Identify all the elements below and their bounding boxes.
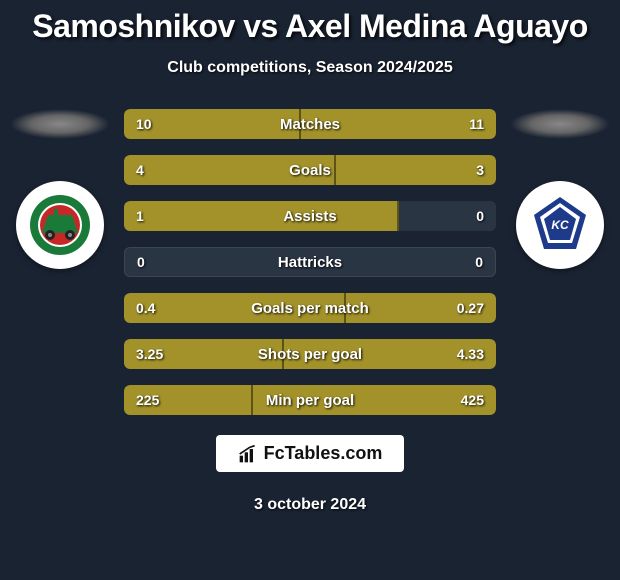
stat-value-right: 0.27 [457, 300, 484, 316]
bar-right-fill [336, 155, 496, 185]
stat-value-right: 3 [476, 162, 484, 178]
stat-row: 225 Min per goal 425 [124, 385, 496, 415]
stat-row: 1 Assists 0 [124, 201, 496, 231]
stat-value-left: 0 [137, 254, 145, 270]
stat-value-left: 3.25 [136, 346, 163, 362]
krylia-logo-icon: KC [528, 193, 592, 257]
stat-value-left: 4 [136, 162, 144, 178]
stat-value-right: 425 [461, 392, 484, 408]
main-area: 10 Matches 11 4 Goals 3 1 Assists 0 0 Hattricks 0 0.… [10, 109, 610, 415]
lokomotiv-logo-icon [28, 193, 92, 257]
stat-label: Hattricks [278, 254, 342, 271]
date-label: 3 october 2024 [254, 496, 366, 514]
stat-label: Min per goal [266, 392, 354, 409]
svg-text:KC: KC [551, 218, 569, 232]
stat-row: 3.25 Shots per goal 4.33 [124, 339, 496, 369]
stat-row: 4 Goals 3 [124, 155, 496, 185]
branding-badge[interactable]: FcTables.com [216, 435, 405, 472]
subtitle: Club competitions, Season 2024/2025 [167, 59, 452, 77]
chart-icon [238, 444, 258, 464]
stat-row: 0.4 Goals per match 0.27 [124, 293, 496, 323]
left-team-badge [16, 181, 104, 269]
left-shadow [10, 109, 110, 139]
bar-left-fill [124, 201, 399, 231]
stat-label: Assists [283, 208, 336, 225]
stat-row: 0 Hattricks 0 [124, 247, 496, 277]
stat-value-left: 1 [136, 208, 144, 224]
stats-bars: 10 Matches 11 4 Goals 3 1 Assists 0 0 Hattricks 0 0.… [124, 109, 496, 415]
stat-label: Goals per match [251, 300, 369, 317]
stat-value-right: 11 [469, 116, 484, 132]
right-team-col: KC [510, 109, 610, 269]
stat-label: Matches [280, 116, 340, 133]
branding-text: FcTables.com [264, 443, 383, 464]
stat-value-left: 10 [136, 116, 152, 132]
stat-value-right: 0 [475, 254, 483, 270]
stat-label: Shots per goal [258, 346, 362, 363]
stat-label: Goals [289, 162, 331, 179]
right-shadow [510, 109, 610, 139]
page-title: Samoshnikov vs Axel Medina Aguayo [32, 8, 588, 45]
left-team-col [10, 109, 110, 269]
stat-value-right: 0 [476, 208, 484, 224]
stat-row: 10 Matches 11 [124, 109, 496, 139]
stat-value-right: 4.33 [457, 346, 484, 362]
stat-value-left: 225 [136, 392, 159, 408]
right-team-badge: KC [516, 181, 604, 269]
comparison-card: Samoshnikov vs Axel Medina Aguayo Club c… [0, 0, 620, 580]
stat-value-left: 0.4 [136, 300, 155, 316]
